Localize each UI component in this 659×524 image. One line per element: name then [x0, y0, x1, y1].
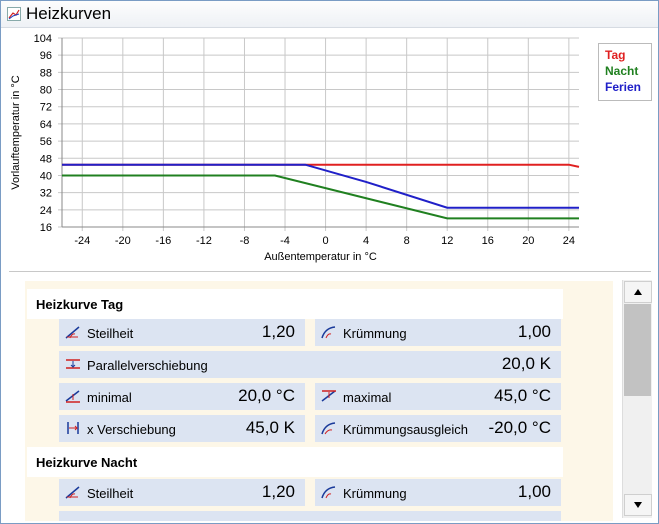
- param-parallelverschiebung-tag[interactable]: Parallelverschiebung 20,0 K: [59, 351, 561, 378]
- param-value: 20,0 K: [501, 354, 551, 373]
- param-maximal-tag[interactable]: maximal 45,0 °C: [315, 383, 561, 410]
- param-value: 20,0 °C: [238, 386, 295, 405]
- param-steilheit-nacht[interactable]: Steilheit 1,20: [59, 479, 305, 506]
- parallel-shift-icon: [66, 359, 80, 369]
- legend-ferien: Ferien: [605, 80, 642, 94]
- param-label: Krümmung: [343, 326, 407, 341]
- x-tick-label: 20: [522, 235, 534, 247]
- section-header-tag: Heizkurve Tag: [27, 289, 563, 319]
- param-label: Krümmungsausgleich: [343, 422, 469, 437]
- x-tick-label: -12: [196, 235, 212, 247]
- curvature-icon: [321, 326, 336, 339]
- x-tick-label: -16: [155, 235, 171, 247]
- param-minimal-tag[interactable]: minimal 20,0 °C: [59, 383, 305, 410]
- legend-nacht: Nacht: [605, 64, 639, 78]
- param-label: Krümmung: [343, 486, 407, 501]
- x-tick-label: -4: [280, 235, 290, 247]
- param-label: x Verschiebung: [87, 422, 176, 437]
- param-steilheit-tag[interactable]: Steilheit 1,20: [59, 319, 305, 346]
- scrollbar-thumb[interactable]: [624, 304, 651, 396]
- y-tick-label: 40: [40, 170, 52, 182]
- parameter-panel: Heizkurve Tag Steilheit 1,20 Krümmung 1,…: [25, 281, 613, 521]
- y-tick-label: 96: [40, 50, 52, 62]
- legend-tag: Tag: [605, 48, 626, 62]
- x-axis-label: Außentemperatur in °C: [264, 251, 377, 263]
- curvature-icon: [321, 486, 336, 499]
- param-value: 1,20: [261, 482, 295, 501]
- chart-legend: Tag Nacht Ferien: [598, 43, 652, 101]
- x-tick-label: 8: [404, 235, 410, 247]
- vertical-scrollbar[interactable]: [622, 280, 652, 518]
- series-line-ferien: [62, 163, 579, 209]
- title-bar: Heizkurven: [1, 1, 658, 28]
- x-tick-label: -8: [240, 235, 250, 247]
- y-tick-label: 104: [34, 33, 52, 45]
- y-tick-label: 48: [40, 153, 52, 165]
- x-tick-label: 16: [482, 235, 494, 247]
- minimum-icon: [65, 390, 80, 403]
- section-title: Heizkurve Tag: [36, 297, 124, 312]
- x-tick-label: 12: [441, 235, 453, 247]
- param-value: -20,0 °C: [488, 418, 551, 437]
- arrow-up-icon: [634, 289, 642, 295]
- y-tick-label: 16: [40, 222, 52, 234]
- scroll-up-button[interactable]: [624, 281, 652, 303]
- param-kruemmungsausgleich-tag[interactable]: Krümmungsausgleich -20,0 °C: [315, 415, 561, 442]
- y-axis-label: Vorlauftemperatur in °C: [10, 75, 22, 190]
- plot-area: [62, 38, 579, 227]
- param-label: minimal: [87, 390, 132, 405]
- param-label: Parallelverschiebung: [87, 358, 208, 373]
- param-value: 45,0 K: [245, 418, 295, 437]
- section-header-nacht: Heizkurve Nacht: [27, 447, 563, 477]
- arrow-down-icon: [634, 502, 642, 508]
- param-kruemmung-tag[interactable]: Krümmung 1,00: [315, 319, 561, 346]
- param-value: 1,20: [261, 322, 295, 341]
- param-row-partial[interactable]: [59, 511, 561, 521]
- param-value: 1,00: [517, 482, 551, 501]
- x-tick-label: 0: [323, 235, 329, 247]
- y-tick-label: 24: [40, 205, 52, 217]
- y-tick-label: 64: [40, 119, 52, 131]
- x-tick-label: -20: [115, 235, 131, 247]
- section-title: Heizkurve Nacht: [36, 455, 138, 470]
- x-tick-label: 4: [363, 235, 369, 247]
- param-kruemmung-nacht[interactable]: Krümmung 1,00: [315, 479, 561, 506]
- heating-curve-chart: -24 -20 -16 -12 -8 -4 0 4 8 12 16 20 241624324048566…: [10, 33, 580, 263]
- x-tick-label: 24: [563, 235, 575, 247]
- param-label: Steilheit: [87, 326, 134, 341]
- slope-icon: [65, 486, 80, 499]
- param-value: 45,0 °C: [494, 386, 551, 405]
- window-title: Heizkurven: [26, 4, 112, 23]
- param-label: maximal: [343, 390, 392, 405]
- y-tick-label: 80: [40, 85, 52, 97]
- maximum-icon: [321, 390, 336, 402]
- curvature-compensation-icon: [321, 422, 336, 435]
- scroll-down-button[interactable]: [624, 494, 652, 516]
- y-tick-label: 32: [40, 188, 52, 200]
- y-tick-label: 88: [40, 67, 52, 79]
- series-line-nacht: [62, 174, 579, 220]
- param-x-verschiebung-tag[interactable]: x Verschiebung 45,0 K: [59, 415, 305, 442]
- slope-icon: [65, 326, 80, 339]
- param-value: 1,00: [517, 322, 551, 341]
- chart-icon: [7, 7, 21, 21]
- x-tick-label: -24: [74, 235, 90, 247]
- y-tick-label: 72: [40, 102, 52, 114]
- splitter[interactable]: [9, 271, 651, 273]
- y-tick-label: 56: [40, 136, 52, 148]
- param-label: Steilheit: [87, 486, 134, 501]
- x-shift-icon: [67, 422, 79, 434]
